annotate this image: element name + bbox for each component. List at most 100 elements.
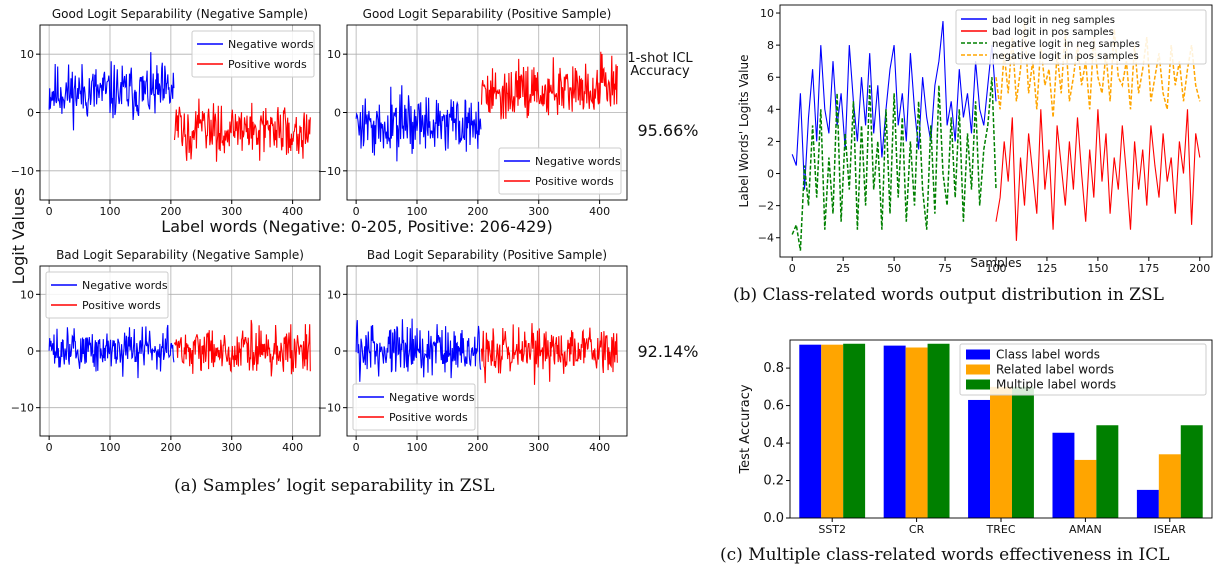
x-tick-label: 400 (589, 205, 610, 218)
y-tick-label: 0.4 (763, 436, 784, 451)
y-tick-label: 0.2 (763, 474, 784, 489)
x-tick-label: 50 (887, 262, 901, 275)
y-tick-label: 8 (767, 39, 774, 52)
legend-label-related-label-words: Related label words (996, 363, 1114, 377)
chart-good-negative: 0 100 200 300 400 −10 0 10 Good Logit Separabili… (11, 7, 321, 218)
y-tick-label: 10 (760, 7, 774, 20)
legend-label-multiple-label-words: Multiple label words (996, 378, 1116, 392)
x-tick-label: 100 (100, 205, 121, 218)
category-label-aman: AMAN (1069, 523, 1102, 536)
y-tick-label: 0.8 (763, 361, 784, 376)
x-tick-label: 100 (407, 205, 428, 218)
y-tick-label: 2 (767, 135, 774, 148)
y-axis-label: Label Words' Logits Value (737, 55, 751, 208)
y-tick-label: 10 (20, 288, 34, 301)
series-line-negative-logit-in-pos-samples (995, 21, 1201, 118)
x-tick-label: 0 (353, 205, 360, 218)
legend-label-negative-logit-in-pos-samples: negative logit in pos samples (992, 51, 1139, 62)
y-tick-label: 0.6 (763, 399, 784, 414)
y-tick-label: −10 (11, 165, 34, 178)
x-tick-label: 300 (221, 441, 242, 454)
legend-swatch (966, 364, 990, 375)
x-tick-label: 100 (986, 262, 1007, 275)
series-line-positive-words (480, 51, 618, 120)
y-tick-label: −10 (318, 165, 341, 178)
x-tick-label: 0 (46, 205, 53, 218)
series-line-positive-words (173, 98, 311, 162)
legend-label-negative-words: Negative words (535, 155, 621, 168)
series-line-positive-words (173, 319, 311, 377)
series-line-positive-words (480, 323, 618, 385)
bar-class-label-words-trec (968, 399, 991, 518)
x-tick-label: 400 (282, 441, 303, 454)
chart-class-related-distribution: 0 25 50 75 100 125 150 175 200 −4 −2 0 2 4 6 8 10 Samples… (737, 4, 1213, 275)
legend-label-negative-logit-in-neg-samples: negative logit in neg samples (992, 39, 1140, 50)
y-tick-label: 0 (334, 345, 341, 358)
x-tick-label: 75 (938, 262, 952, 275)
legend-box (959, 343, 1207, 396)
y-tick-label: −4 (758, 232, 774, 245)
x-tick-label: 200 (467, 205, 488, 218)
legend-label-positive-words: Positive words (535, 175, 614, 188)
legend-label-bad-logit-in-neg-samples: bad logit in neg samples (992, 15, 1115, 26)
x-tick-label: 300 (528, 441, 549, 454)
series-line-negative-words (355, 85, 482, 162)
x-tick-label: 200 (160, 441, 181, 454)
category-label-cr: CR (909, 523, 925, 536)
bar-related-label-words-trec (990, 386, 1012, 518)
legend-box (191, 30, 315, 78)
x-tick-label: 300 (528, 205, 549, 218)
x-tick-label: 175 (1138, 262, 1159, 275)
y-tick-label: −10 (318, 402, 341, 415)
x-tick-label: 100 (407, 441, 428, 454)
x-tick-label: 0 (46, 441, 53, 454)
x-tick-label: 200 (1189, 262, 1210, 275)
y-tick-label: 0 (334, 107, 341, 120)
chart-bad-positive: 0 100 200 300 400 −10 0 10 Bad Logit Separabilit… (318, 248, 628, 454)
y-tick-label: 0.0 (763, 511, 784, 526)
series-line-negative-logit-in-neg-samples (791, 77, 997, 251)
chart-good-positive: 0 100 200 300 400 −10 0 10 Good Logit Separabili… (318, 7, 628, 218)
axes-frame (789, 339, 1213, 519)
accuracy-side-label: 1-shot ICL Accuracy (627, 51, 693, 79)
x-tick-label: 25 (836, 262, 850, 275)
legend-label-positive-words: Positive words (228, 58, 307, 71)
x-tick-label: 125 (1036, 262, 1057, 275)
bar-multiple-label-words-trec (1011, 386, 1034, 518)
legend-box (45, 271, 169, 319)
legend-label-negative-words: Negative words (82, 279, 168, 292)
chart-multiple-words-accuracy: SST2 CR TREC AMAN ISEAR 0.0 0.2 0.4 0.6 0.8 Test A… (738, 339, 1213, 536)
legend-swatch (966, 349, 990, 360)
bar-multiple-label-words-isear (1180, 425, 1203, 518)
x-tick-label: 300 (221, 205, 242, 218)
x-tick-label: 0 (353, 441, 360, 454)
y-tick-label: −2 (758, 200, 774, 213)
legend-box (955, 9, 1207, 65)
x-tick-label: 0 (789, 262, 796, 275)
panel-title: Bad Logit Separability (Positive Sample) (367, 248, 607, 262)
bar-multiple-label-words-cr (927, 343, 950, 518)
panel-title: Bad Logit Separability (Negative Sample) (56, 248, 304, 262)
y-tick-label: 6 (767, 71, 774, 84)
series-line-negative-words (48, 52, 175, 131)
series-line-negative-words (48, 324, 175, 379)
y-tick-label: −10 (11, 402, 34, 415)
series-line-negative-words (355, 318, 482, 382)
legend-box (498, 147, 622, 195)
bar-related-label-words-cr (905, 347, 928, 518)
y-tick-label: 0 (767, 168, 774, 181)
bar-multiple-label-words-aman (1096, 425, 1119, 518)
bar-multiple-label-words-sst2 (843, 343, 866, 518)
x-axis-label: Samples (970, 256, 1021, 270)
x-tick-label: 100 (100, 441, 121, 454)
category-label-sst2: SST2 (818, 523, 846, 536)
legend-label-positive-words: Positive words (389, 411, 468, 424)
y-tick-label: 10 (327, 288, 341, 301)
caption-c: (c) Multiple class-related words effecti… (720, 545, 1170, 565)
y-tick-label: 10 (327, 48, 341, 61)
x-tick-label: 400 (589, 441, 610, 454)
legend-label-class-label-words: Class label words (996, 348, 1100, 362)
bar-class-label-words-isear (1136, 489, 1159, 518)
bar-class-label-words-sst2 (799, 344, 822, 518)
